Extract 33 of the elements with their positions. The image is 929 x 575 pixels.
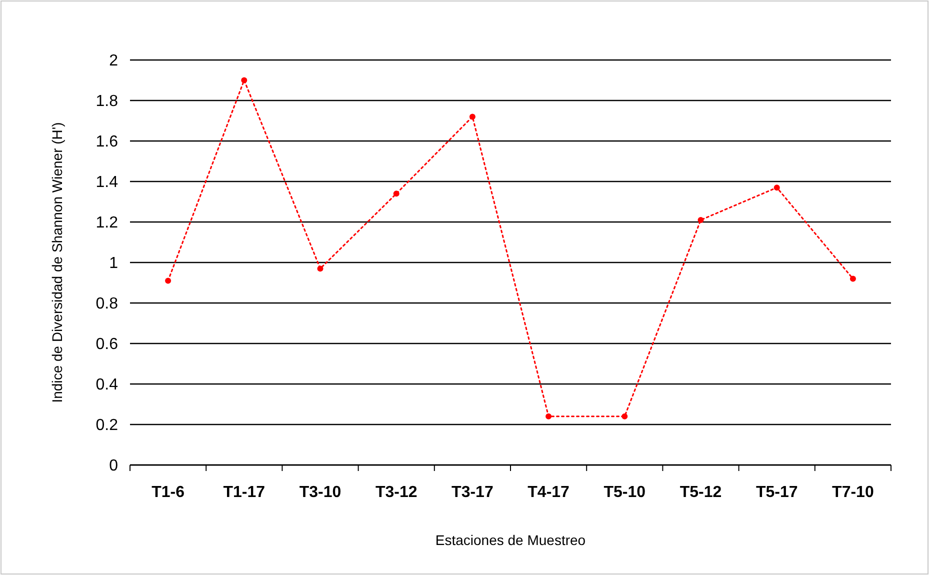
y-tick-label: 0.8 — [96, 296, 118, 313]
x-tick-label: T3-10 — [299, 484, 342, 501]
point — [850, 276, 856, 282]
y-tick-label: 0 — [109, 458, 118, 475]
y-tick-label: 0.2 — [96, 417, 118, 434]
y-tick-label: 1.8 — [96, 93, 118, 110]
y-tick-label: 1 — [109, 255, 118, 272]
point — [393, 190, 400, 197]
y-tick-label: 0.4 — [96, 376, 118, 394]
y-tick-label: 0.6 — [96, 336, 118, 354]
x-tick-label: T3-12 — [375, 484, 418, 501]
x-tick-label: T7-10 — [832, 484, 874, 501]
x-tick-label: T1-6 — [152, 484, 185, 501]
x-tick-label: T5-10 — [604, 484, 646, 501]
x-tick-label: T5-12 — [680, 484, 722, 501]
x-axis-title: Estaciones de Muestreo — [435, 532, 586, 548]
point — [774, 184, 780, 191]
y-axis-title: Indice de Diversidad de Shannon Wiener (H') — [49, 122, 65, 403]
y-tick-label: 1.4 — [96, 174, 118, 192]
point — [622, 413, 628, 420]
point — [698, 216, 704, 223]
point — [317, 266, 324, 272]
x-tick-label: T4-17 — [528, 484, 570, 501]
y-tick-label: 1.6 — [96, 134, 118, 151]
point — [241, 77, 248, 84]
y-tick-label: 1.2 — [96, 214, 118, 232]
point — [469, 114, 476, 120]
point — [165, 278, 172, 284]
x-tick-label: T1-17 — [223, 484, 266, 501]
y-tick-label: 2 — [109, 52, 118, 70]
x-tick-label: T5-17 — [756, 484, 798, 501]
point — [546, 413, 552, 420]
x-tick-label: T3-17 — [452, 484, 494, 501]
